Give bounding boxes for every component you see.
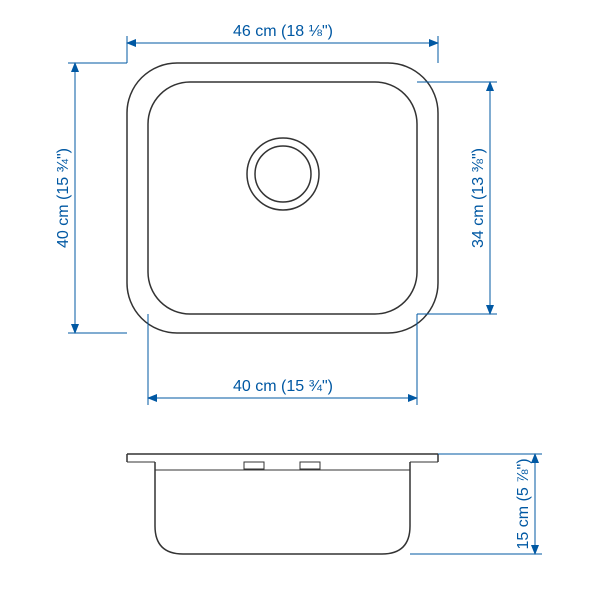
top-view <box>127 63 438 333</box>
clip-right <box>300 462 320 469</box>
dim-inner-width-label: 40 cm (15 ¾") <box>233 378 333 395</box>
dim-outer-height-label: 40 cm (15 ¾") <box>55 148 72 248</box>
drain-outer-circle <box>247 138 319 210</box>
basin-profile <box>155 462 410 554</box>
inner-basin <box>148 82 417 314</box>
outer-basin <box>127 63 438 333</box>
clip-left <box>244 462 264 469</box>
depth-dimension: 15 cm (5 ⅞") <box>410 454 542 554</box>
dim-depth-label: 15 cm (5 ⅞") <box>515 458 532 549</box>
dim-inner-height-label: 34 cm (13 ⅜") <box>470 148 487 248</box>
drain-inner-circle <box>255 146 311 202</box>
dimension-diagram: 46 cm (18 ⅛") 40 cm (15 ¾") 40 cm (15 ¾"… <box>0 0 600 600</box>
side-view <box>127 454 438 554</box>
dim-outer-width-label: 46 cm (18 ⅛") <box>233 23 333 40</box>
